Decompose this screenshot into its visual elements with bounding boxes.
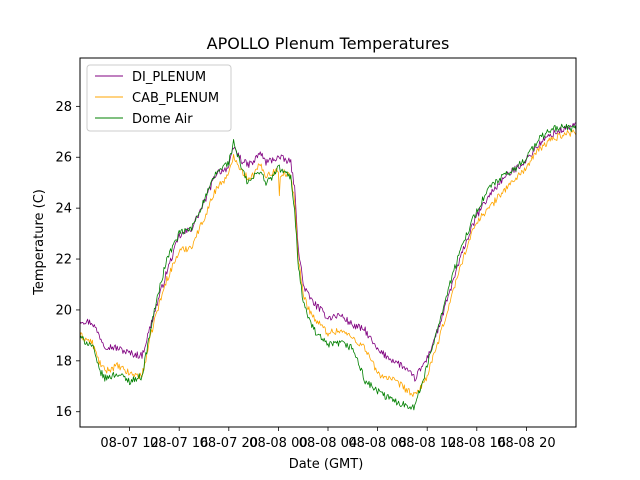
y-tick-label: 26 [55,151,72,166]
x-tick-label: 08-07 12 [100,436,158,451]
y-tick-label: 18 [55,354,72,369]
y-axis-label: Temperature (C) [32,189,47,296]
chart-title: APOLLO Plenum Temperatures [207,34,450,53]
legend-label: DI_PLENUM [132,70,206,85]
legend-label: Dome Air [132,112,193,127]
x-tick-label: 08-08 08 [348,436,406,451]
x-tick-label: 08-08 20 [497,436,555,451]
y-tick-label: 22 [55,253,72,268]
x-tick-label: 08-07 20 [200,436,258,451]
series-line-di-plenum [79,122,577,382]
series-line-dome-air [79,123,577,411]
x-tick-label: 08-08 00 [249,436,307,451]
legend-box [86,64,232,132]
legend-label: CAB_PLENUM [132,91,219,106]
y-tick-label: 28 [55,100,72,115]
x-tick-label: 08-07 16 [150,436,208,451]
y-axis-ticks: 16 18 20 22 24 26 28 [55,100,80,420]
series-layer [79,122,577,411]
legend: DI_PLENUM CAB_PLENUM Dome Air [86,64,232,132]
y-tick-label: 24 [55,202,72,217]
x-axis-label: Date (GMT) [289,457,364,472]
x-tick-label: 08-08 04 [299,436,357,451]
y-tick-label: 20 [55,303,72,318]
x-tick-label: 08-08 12 [398,436,456,451]
x-tick-label: 08-08 16 [448,436,506,451]
y-tick-label: 16 [55,405,72,420]
series-line-cab-plenum [79,129,577,397]
